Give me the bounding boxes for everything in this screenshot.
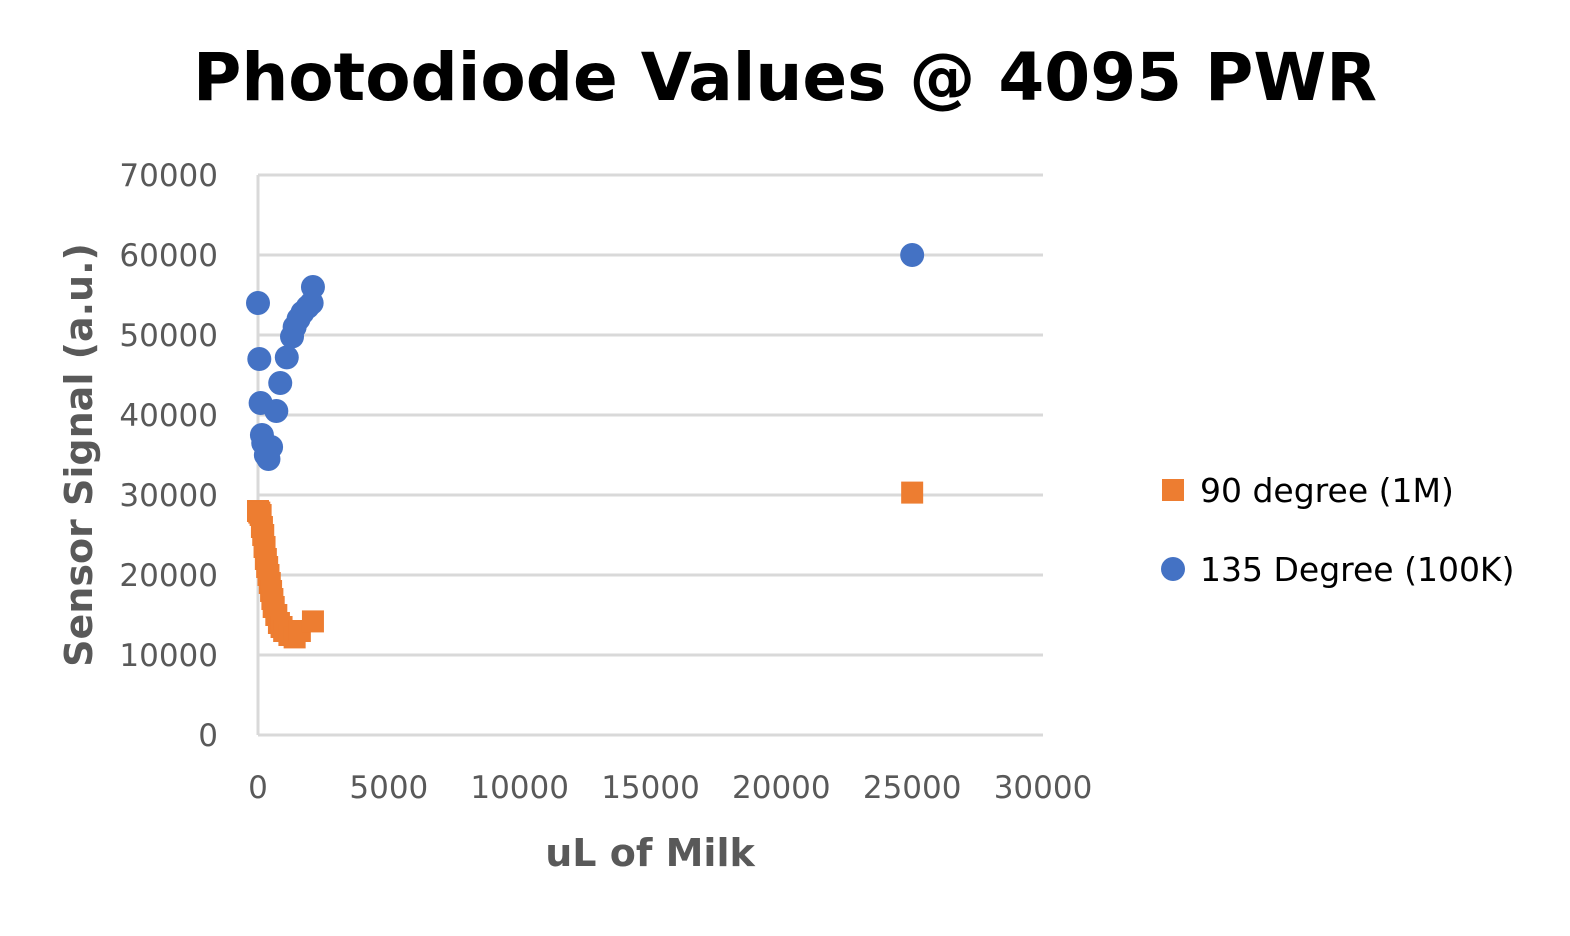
y-tick-label: 20000 [119, 558, 218, 594]
y-tick-label: 40000 [119, 398, 218, 434]
data-point-circle [246, 291, 270, 315]
data-point-circle [300, 275, 325, 299]
x-tick-label: 0 [248, 770, 268, 806]
data-point-circle [268, 371, 293, 395]
y-tick-label: 60000 [119, 238, 218, 274]
y-tick-label: 10000 [119, 638, 218, 674]
x-tick-label: 10000 [470, 770, 569, 806]
axes [256, 175, 1043, 737]
x-tick-label: 5000 [349, 770, 428, 806]
y-tick-label: 0 [198, 718, 218, 754]
data-point-circle [264, 399, 289, 423]
legend-marker-circle [1161, 557, 1185, 581]
x-tick-label: 25000 [863, 770, 962, 806]
data-point-circle [274, 345, 299, 370]
legend-label: 135 Degree (100K) [1200, 550, 1514, 589]
y-tick-label: 50000 [119, 318, 218, 354]
y-axis-ticks: 0 10000 20000 30000 40000 50000 60000 70000 [119, 158, 218, 754]
legend-label: 90 degree (1M) [1200, 471, 1454, 510]
legend-marker-square [1162, 479, 1184, 501]
y-tick-label: 70000 [119, 158, 218, 194]
data-point-circle [900, 243, 925, 267]
series-0 [247, 481, 924, 649]
x-tick-label: 30000 [994, 770, 1093, 806]
x-axis-title: uL of Milk [545, 831, 755, 875]
x-tick-label: 20000 [732, 770, 831, 806]
chart-title: Photodiode Values @ 4095 PWR [193, 39, 1377, 116]
data-point-circle [259, 435, 284, 459]
data-point-circle [247, 347, 272, 371]
data-point-square [901, 481, 924, 504]
y-axis-title: Sensor Signal (a.u.) [57, 243, 101, 667]
data-point-square [301, 610, 324, 633]
x-axis-ticks: 0 5000 10000 15000 20000 25000 30000 [248, 770, 1092, 806]
legend: 90 degree (1M) 135 Degree (100K) [1161, 471, 1514, 589]
gridlines [258, 173, 1043, 657]
series-1 [246, 243, 925, 471]
x-tick-label: 15000 [601, 770, 700, 806]
y-tick-label: 30000 [119, 478, 218, 514]
series-layer [246, 243, 925, 649]
